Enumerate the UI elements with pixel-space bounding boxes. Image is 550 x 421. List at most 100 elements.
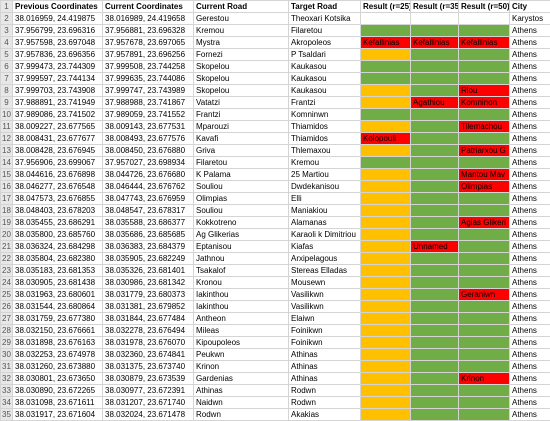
current-road-cell[interactable]: Mystra	[194, 37, 289, 49]
current-coordinates-cell[interactable]: 37.999508, 23.744258	[103, 61, 194, 73]
previous-coordinates-cell[interactable]: 37.999597, 23.744134	[13, 73, 103, 85]
result-r50-cell[interactable]	[459, 61, 510, 73]
current-road-cell[interactable]: Iakinthou	[194, 289, 289, 301]
row-number[interactable]: 35	[1, 409, 13, 421]
current-road-cell[interactable]: Naidwn	[194, 397, 289, 409]
city-cell[interactable]: Athens	[510, 157, 550, 169]
city-cell[interactable]: Athens	[510, 337, 550, 349]
previous-coordinates-cell[interactable]: 38.031098, 23.671611	[13, 397, 103, 409]
previous-coordinates-cell[interactable]: 38.032253, 23.674978	[13, 349, 103, 361]
row-number[interactable]: 2	[1, 13, 13, 25]
current-coordinates-cell[interactable]: 38.031844, 23.677484	[103, 313, 194, 325]
current-road-cell[interactable]: Vatatzi	[194, 97, 289, 109]
result-r35-cell[interactable]	[411, 133, 459, 145]
row-number[interactable]: 13	[1, 145, 13, 157]
current-coordinates-cell[interactable]: 38.008493, 23.677576	[103, 133, 194, 145]
target-road-cell[interactable]: Kiafas	[289, 241, 361, 253]
target-road-cell[interactable]: Theoxari Kotsika	[289, 13, 361, 25]
row-number[interactable]: 22	[1, 253, 13, 265]
row-number[interactable]: 12	[1, 133, 13, 145]
result-r50-cell[interactable]	[459, 313, 510, 325]
previous-coordinates-cell[interactable]: 37.989086, 23.741502	[13, 109, 103, 121]
result-r35-cell[interactable]: Unnamed	[411, 241, 459, 253]
target-road-cell[interactable]: Thiamidos	[289, 133, 361, 145]
target-road-cell[interactable]: Elaiwn	[289, 313, 361, 325]
result-r25-cell[interactable]	[361, 349, 411, 361]
previous-coordinates-cell[interactable]: 38.030801, 23.673650	[13, 373, 103, 385]
result-r35-cell[interactable]	[411, 361, 459, 373]
current-road-cell[interactable]: Krinon	[194, 361, 289, 373]
result-r35-cell[interactable]	[411, 349, 459, 361]
city-cell[interactable]: Athens	[510, 205, 550, 217]
result-r35-cell[interactable]	[411, 193, 459, 205]
result-r35-cell[interactable]	[411, 385, 459, 397]
result-r25-cell[interactable]	[361, 157, 411, 169]
previous-coordinates-cell[interactable]: 38.009227, 23.677565	[13, 121, 103, 133]
result-r50-cell[interactable]	[459, 337, 510, 349]
current-coordinates-cell[interactable]: 38.008450, 23.676880	[103, 145, 194, 157]
current-road-cell[interactable]: Mileas	[194, 325, 289, 337]
current-coordinates-cell[interactable]: 38.036383, 23.684379	[103, 241, 194, 253]
current-road-cell[interactable]: Mparouzi	[194, 121, 289, 133]
result-r50-cell[interactable]	[459, 157, 510, 169]
result-r25-cell[interactable]	[361, 325, 411, 337]
result-r50-cell[interactable]: Krinon	[459, 373, 510, 385]
result-r25-cell[interactable]	[361, 169, 411, 181]
result-r25-cell[interactable]	[361, 265, 411, 277]
target-road-cell[interactable]: Athinas	[289, 349, 361, 361]
current-coordinates-cell[interactable]: 38.048547, 23.678317	[103, 205, 194, 217]
target-road-cell[interactable]: Kaukasou	[289, 85, 361, 97]
current-road-cell[interactable]: Peukwn	[194, 349, 289, 361]
result-r50-cell[interactable]	[459, 13, 510, 25]
previous-coordinates-cell[interactable]: 38.030890, 23.672265	[13, 385, 103, 397]
result-r50-cell[interactable]	[459, 229, 510, 241]
row-number[interactable]: 25	[1, 289, 13, 301]
previous-coordinates-cell[interactable]: 38.035800, 23.685760	[13, 229, 103, 241]
previous-coordinates-cell[interactable]: 38.046277, 23.676548	[13, 181, 103, 193]
current-coordinates-cell[interactable]: 38.032360, 23.674841	[103, 349, 194, 361]
result-r25-cell[interactable]	[361, 409, 411, 421]
result-r35-cell[interactable]	[411, 217, 459, 229]
city-cell[interactable]: Athens	[510, 97, 550, 109]
target-road-cell[interactable]: Filaretou	[289, 25, 361, 37]
current-coordinates-cell[interactable]: 38.035588, 23.686377	[103, 217, 194, 229]
previous-coordinates-cell[interactable]: 38.008428, 23.676945	[13, 145, 103, 157]
previous-coordinates-cell[interactable]: 38.016959, 24.419875	[13, 13, 103, 25]
target-road-cell[interactable]: Thlemaxou	[289, 145, 361, 157]
result-r25-cell[interactable]	[361, 313, 411, 325]
row-number[interactable]: 29	[1, 337, 13, 349]
result-r50-cell[interactable]: Kefallinias	[459, 37, 510, 49]
row-number[interactable]: 31	[1, 361, 13, 373]
current-road-cell[interactable]: Gerestou	[194, 13, 289, 25]
row-number[interactable]: 14	[1, 157, 13, 169]
target-road-cell[interactable]: Komninwn	[289, 109, 361, 121]
current-road-cell[interactable]: Eptanisou	[194, 241, 289, 253]
header-city[interactable]: City	[510, 1, 550, 13]
result-r50-cell[interactable]: Patriarxou G	[459, 145, 510, 157]
city-cell[interactable]: Athens	[510, 25, 550, 37]
current-coordinates-cell[interactable]: 37.988988, 23.741867	[103, 97, 194, 109]
result-r25-cell[interactable]	[361, 145, 411, 157]
result-r50-cell[interactable]	[459, 409, 510, 421]
current-road-cell[interactable]: Jathnou	[194, 253, 289, 265]
current-coordinates-cell[interactable]: 37.957891, 23.696256	[103, 49, 194, 61]
city-cell[interactable]: Athens	[510, 373, 550, 385]
result-r50-cell[interactable]: Tilemachou	[459, 121, 510, 133]
current-coordinates-cell[interactable]: 37.957678, 23.697065	[103, 37, 194, 49]
current-coordinates-cell[interactable]: 37.956881, 23.696328	[103, 25, 194, 37]
result-r35-cell[interactable]	[411, 85, 459, 97]
city-cell[interactable]: Athens	[510, 109, 550, 121]
result-r25-cell[interactable]	[361, 361, 411, 373]
result-r35-cell[interactable]	[411, 325, 459, 337]
current-road-cell[interactable]: Fornezi	[194, 49, 289, 61]
current-road-cell[interactable]: Kipoupoleos	[194, 337, 289, 349]
result-r50-cell[interactable]	[459, 193, 510, 205]
row-number[interactable]: 21	[1, 241, 13, 253]
city-cell[interactable]: Karystos	[510, 13, 550, 25]
current-road-cell[interactable]: Skopelou	[194, 73, 289, 85]
result-r25-cell[interactable]	[361, 217, 411, 229]
result-r35-cell[interactable]	[411, 169, 459, 181]
row-number[interactable]: 10	[1, 109, 13, 121]
result-r50-cell[interactable]	[459, 265, 510, 277]
result-r25-cell[interactable]	[361, 73, 411, 85]
